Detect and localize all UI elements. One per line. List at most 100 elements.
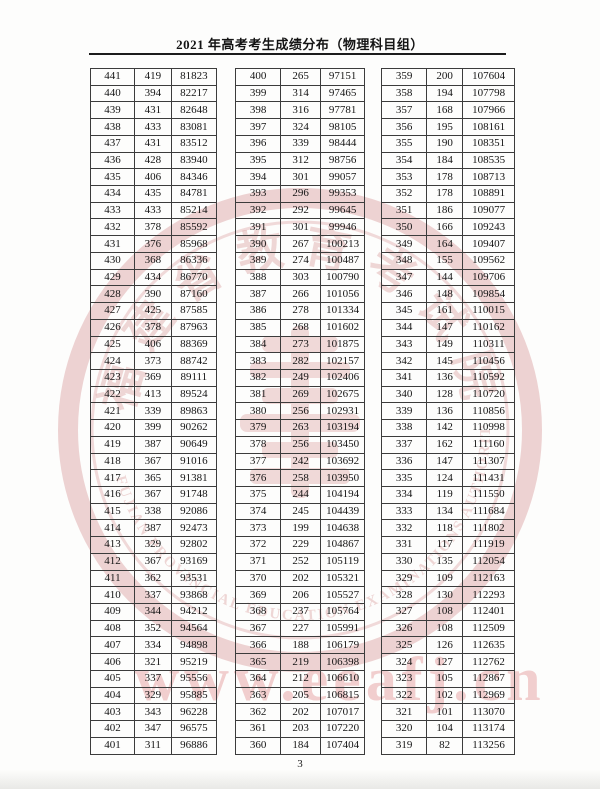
- table-cell: 109562: [462, 251, 515, 270]
- table-row: 358 194 107798: [380, 84, 515, 103]
- table-row: 329 109 112163: [380, 569, 515, 588]
- table-row: 431 376 85968: [89, 235, 218, 253]
- table-cell: 98756: [320, 151, 365, 170]
- table-cell: 417: [89, 469, 136, 487]
- table-row: 348 155 109562: [380, 251, 515, 270]
- table-cell: 194: [426, 84, 464, 103]
- table-row: 416 367 91748: [89, 485, 218, 504]
- table-cell: 421: [89, 402, 136, 421]
- table-cell: 410: [89, 586, 136, 604]
- table-cell: 105321: [320, 569, 365, 588]
- table-cell: 148: [426, 285, 464, 304]
- table-cell: 100487: [320, 251, 365, 270]
- table-cell: 92802: [170, 536, 218, 554]
- table-cell: 330: [380, 552, 428, 571]
- table-row: 350 166 109243: [380, 218, 515, 237]
- table-row: 400 265 97151: [234, 68, 365, 86]
- table-row: 373 199 104638: [234, 519, 365, 538]
- table-row: 341 136 110592: [380, 368, 515, 387]
- table-cell: 136: [426, 368, 464, 387]
- table-cell: 149: [426, 335, 464, 354]
- table-cell: 205: [280, 686, 322, 705]
- table-row: 398 316 97781: [234, 101, 365, 120]
- table-cell: 371: [234, 552, 282, 571]
- table-cell: 437: [89, 134, 136, 153]
- table-cell: 441: [89, 68, 136, 86]
- table-cell: 301: [280, 218, 322, 237]
- table-row: 414 387 92473: [89, 519, 218, 538]
- table-cell: 265: [280, 68, 322, 86]
- table-cell: 423: [89, 368, 136, 387]
- table-cell: 91016: [170, 452, 218, 471]
- table-cell: 103692: [320, 452, 365, 471]
- table-row: 378 256 103450: [234, 435, 365, 454]
- table-cell: 101602: [320, 318, 365, 337]
- table-cell: 107404: [320, 736, 365, 756]
- table-cell: 104: [426, 720, 464, 738]
- table-cell: 91381: [170, 469, 218, 487]
- table-cell: 321: [380, 703, 428, 722]
- table-cell: 370: [234, 569, 282, 588]
- table-row: 331 117 111919: [380, 536, 515, 554]
- table-cell: 111550: [462, 485, 515, 504]
- table-row: 365 219 106398: [234, 653, 365, 671]
- table-row: 391 301 99946: [234, 218, 365, 237]
- table-cell: 103450: [320, 435, 365, 454]
- table-row: 362 202 107017: [234, 703, 365, 722]
- table-row: 397 324 98105: [234, 118, 365, 136]
- table-cell: 345: [380, 302, 428, 320]
- table-row: 356 195 108161: [380, 118, 515, 136]
- table-row: 388 303 100790: [234, 268, 365, 287]
- table-cell: 340: [380, 385, 428, 404]
- table-cell: 97781: [320, 101, 365, 120]
- table-row: 441 419 81823: [89, 68, 218, 86]
- table-cell: 399: [234, 84, 282, 103]
- score-table-right: 359 200 107604 358 194 107798 357 168 107966 356 1…: [380, 68, 515, 756]
- table-cell: 303: [280, 268, 322, 287]
- table-row: 319 82 113256: [380, 736, 515, 756]
- table-cell: 96228: [170, 703, 218, 722]
- table-cell: 202: [280, 569, 322, 588]
- table-row: 389 274 100487: [234, 251, 365, 270]
- table-row: 401 311 96886: [89, 736, 218, 756]
- table-cell: 95219: [170, 653, 218, 671]
- table-cell: 111307: [462, 452, 515, 471]
- table-cell: 107798: [462, 84, 515, 103]
- table-row: 363 205 106815: [234, 686, 365, 705]
- table-row: 427 425 87585: [89, 302, 218, 320]
- table-cell: 388: [234, 268, 282, 287]
- table-cell: 349: [380, 235, 428, 253]
- table-cell: 99946: [320, 218, 365, 237]
- table-cell: 102: [426, 686, 464, 705]
- table-cell: 343: [134, 703, 172, 722]
- table-cell: 368: [134, 251, 172, 270]
- table-cell: 292: [280, 201, 322, 220]
- table-cell: 99057: [320, 168, 365, 187]
- table-row: 375 244 104194: [234, 485, 365, 504]
- table-cell: 112969: [462, 686, 515, 705]
- table-cell: 323: [380, 669, 428, 688]
- table-cell: 438: [89, 118, 136, 136]
- table-row: 394 301 99057: [234, 168, 365, 187]
- table-cell: 108535: [462, 151, 515, 170]
- table-cell: 387: [134, 435, 172, 454]
- table-cell: 252: [280, 552, 322, 571]
- table-cell: 93531: [170, 569, 218, 588]
- table-cell: 168: [426, 101, 464, 120]
- table-cell: 347: [380, 268, 428, 287]
- table-cell: 145: [426, 352, 464, 370]
- table-cell: 278: [280, 302, 322, 320]
- table-cell: 105: [426, 669, 464, 688]
- table-cell: 339: [134, 402, 172, 421]
- table-cell: 320: [380, 720, 428, 738]
- table-row: 393 296 99353: [234, 185, 365, 203]
- table-row: 406 321 95219: [89, 653, 218, 671]
- table-cell: 426: [89, 318, 136, 337]
- table-cell: 109706: [462, 268, 515, 287]
- table-cell: 365: [134, 469, 172, 487]
- table-cell: 206: [280, 586, 322, 604]
- table-cell: 103194: [320, 419, 365, 437]
- table-cell: 106610: [320, 669, 365, 688]
- table-cell: 91748: [170, 485, 218, 504]
